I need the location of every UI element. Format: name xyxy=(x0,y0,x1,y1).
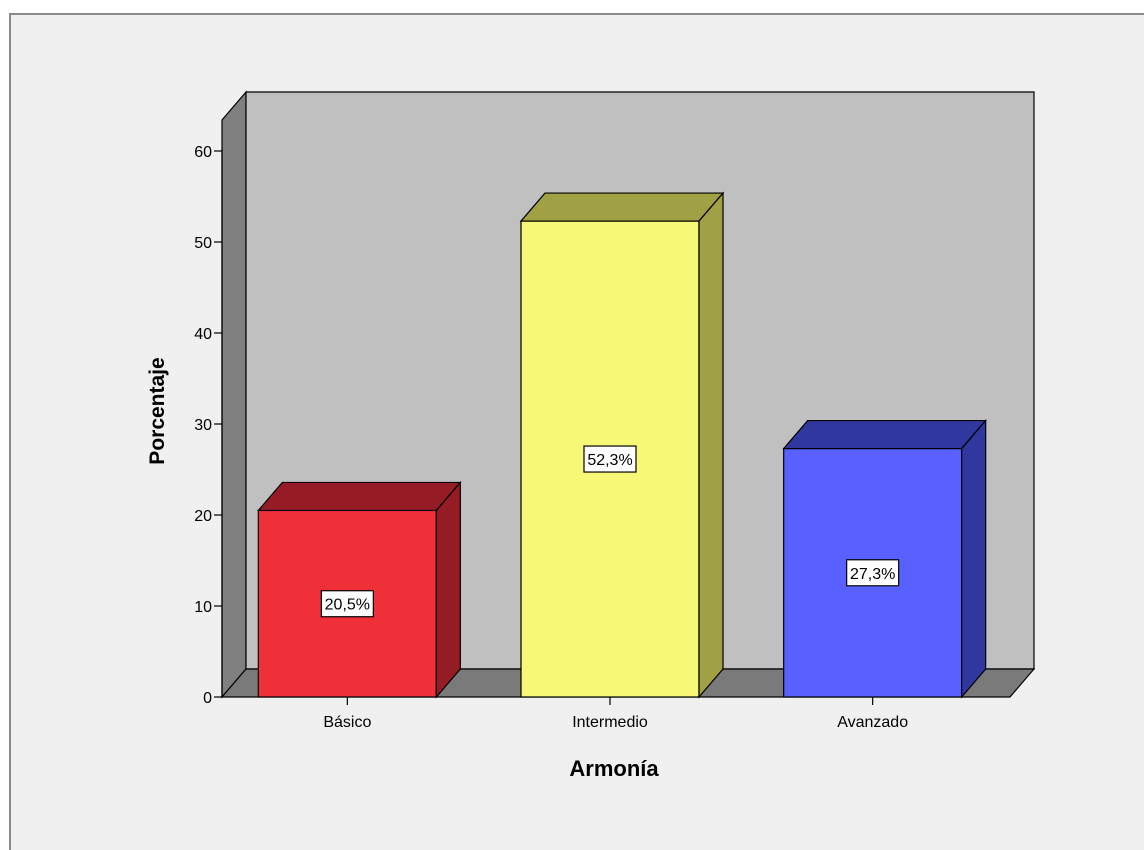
y-tick-label: 60 xyxy=(194,144,212,161)
x-axis-ticks: Básico Intermedio Avanzado xyxy=(323,697,908,731)
data-label: 27,3% xyxy=(850,566,895,583)
y-tick-label: 50 xyxy=(194,235,212,252)
x-tick-label: Básico xyxy=(323,714,371,731)
bar-top-2 xyxy=(519,192,725,222)
data-label-box xyxy=(846,559,900,587)
y-tick-label: 20 xyxy=(194,508,212,525)
x-tick-label: Avanzado xyxy=(837,714,908,731)
x-tick-label: Intermedio xyxy=(572,714,648,731)
bar-series: 20,5% 52,3% 27,3% xyxy=(257,191,987,699)
x-axis-title: Armonía xyxy=(569,756,659,781)
data-label: 20,5% xyxy=(325,597,370,614)
y-tick-label: 30 xyxy=(194,417,212,434)
data-label-box xyxy=(320,590,374,618)
bar-top-3 xyxy=(782,419,987,450)
y-tick-label: 0 xyxy=(203,690,212,707)
bar-side-1 xyxy=(435,480,461,699)
chart-side-wall xyxy=(221,90,247,699)
y-tick-label: 40 xyxy=(194,326,212,343)
y-axis-title: Porcentaje xyxy=(146,357,169,464)
y-tick-label: 10 xyxy=(194,599,212,616)
bar-side-3 xyxy=(961,418,987,699)
bar-side-2 xyxy=(698,191,724,699)
bar-top-1 xyxy=(257,481,462,512)
data-label: 52,3% xyxy=(587,452,632,469)
data-label-box xyxy=(583,445,637,473)
y-axis-ticks: 0 10 20 30 40 50 60 xyxy=(194,144,222,707)
